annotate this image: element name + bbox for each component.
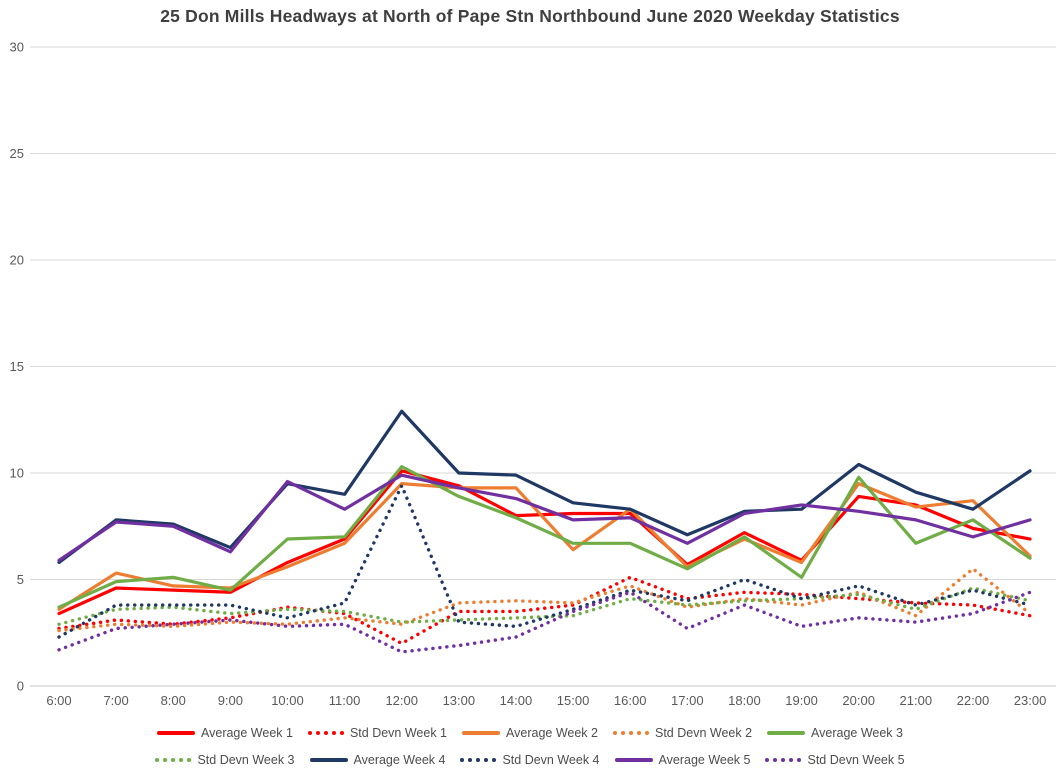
legend-label: Average Week 2 bbox=[506, 725, 598, 740]
solid-line-swatch-average-week-5 bbox=[614, 757, 653, 762]
legend-item-average-week-5: Average Week 5 bbox=[614, 752, 751, 767]
x-axis-tick-15:00: 15:00 bbox=[557, 693, 590, 708]
series-line-std-devn-week-1 bbox=[57, 575, 1032, 646]
y-axis-tick-15: 15 bbox=[10, 359, 24, 374]
x-axis-tick-14:00: 14:00 bbox=[500, 693, 533, 708]
legend-item-std-devn-week-3: Std Devn Week 3 bbox=[155, 752, 295, 767]
legend-label: Average Week 3 bbox=[811, 725, 903, 740]
y-axis-tick-30: 30 bbox=[10, 40, 24, 55]
x-axis-tick-23:00: 23:00 bbox=[1014, 693, 1047, 708]
series-line-std-devn-week-3 bbox=[57, 586, 1032, 626]
legend-item-std-devn-week-2: Std Devn Week 2 bbox=[612, 725, 753, 740]
y-axis-tick-20: 20 bbox=[10, 253, 24, 268]
x-axis-tick-22:00: 22:00 bbox=[957, 693, 990, 708]
dotted-line-swatch-std-devn-week-5 bbox=[765, 757, 802, 762]
series-line-average-week-5 bbox=[57, 473, 1032, 562]
legend-label: Std Devn Week 4 bbox=[502, 752, 600, 767]
legend-item-std-devn-week-4: Std Devn Week 4 bbox=[460, 752, 600, 767]
x-axis-tick-21:00: 21:00 bbox=[900, 693, 933, 708]
dotted-line-swatch-std-devn-week-1 bbox=[307, 730, 344, 735]
x-axis-tick-12:00: 12:00 bbox=[385, 693, 418, 708]
legend-label: Std Devn Week 3 bbox=[197, 752, 295, 767]
x-axis-tick-13:00: 13:00 bbox=[443, 693, 476, 708]
x-axis-tick-7:00: 7:00 bbox=[103, 693, 128, 708]
chart-title: 25 Don Mills Headways at North of Pape S… bbox=[160, 6, 900, 26]
y-axis-tick-25: 25 bbox=[10, 146, 24, 161]
legend-label: Average Week 1 bbox=[201, 725, 293, 740]
series-line-std-devn-week-2 bbox=[57, 567, 1032, 633]
legend-row-1: Average Week 1 Std Devn Week 1 Average Wee… bbox=[157, 719, 903, 746]
legend-item-std-devn-week-5: Std Devn Week 5 bbox=[765, 752, 905, 767]
dotted-line-swatch-std-devn-week-3 bbox=[155, 757, 192, 762]
legend-item-std-devn-week-1: Std Devn Week 1 bbox=[307, 725, 448, 740]
x-axis-tick-19:00: 19:00 bbox=[785, 693, 818, 708]
x-axis-tick-16:00: 16:00 bbox=[614, 693, 647, 708]
series-line-average-week-1 bbox=[57, 469, 1032, 616]
dotted-line-swatch-std-devn-week-4 bbox=[460, 757, 497, 762]
legend-label: Std Devn Week 2 bbox=[654, 725, 753, 740]
legend-row-2: Std Devn Week 3 Average Week 4 Std Devn We… bbox=[155, 746, 905, 773]
legend-label: Std Devn Week 1 bbox=[349, 725, 448, 740]
headways-line-chart: 0 5 10 15 20 25 30 6:00 7:00 8:00 9:00 10:00 11:00 12… bbox=[10, 40, 1056, 708]
x-axis-tick-17:00: 17:00 bbox=[671, 693, 704, 708]
x-axis-tick-11:00: 11:00 bbox=[329, 693, 361, 708]
series-line-std-devn-week-4 bbox=[57, 484, 1032, 639]
legend-label: Average Week 4 bbox=[353, 752, 446, 767]
y-axis-tick-5: 5 bbox=[17, 572, 24, 587]
legend-label: Std Devn Week 5 bbox=[807, 752, 905, 767]
legend-item-average-week-1: Average Week 1 bbox=[157, 726, 293, 740]
x-axis-tick-9:00: 9:00 bbox=[218, 693, 243, 708]
y-axis-tick-0: 0 bbox=[17, 679, 24, 694]
solid-line-swatch-average-week-2 bbox=[462, 730, 501, 735]
series-line-average-week-3 bbox=[57, 465, 1032, 609]
x-axis-tick-8:00: 8:00 bbox=[161, 693, 186, 708]
solid-line-swatch-average-week-4 bbox=[309, 757, 348, 762]
x-axis-tick-10:00: 10:00 bbox=[271, 693, 304, 708]
legend-item-average-week-4: Average Week 4 bbox=[309, 752, 446, 767]
solid-line-swatch-average-week-3 bbox=[767, 730, 806, 735]
x-axis-tick-18:00: 18:00 bbox=[728, 693, 761, 708]
solid-line-swatch-average-week-1 bbox=[157, 730, 195, 735]
series-line-average-week-4 bbox=[57, 409, 1032, 565]
dotted-line-swatch-std-devn-week-2 bbox=[612, 730, 649, 735]
y-axis-tick-10: 10 bbox=[10, 466, 24, 481]
x-axis-tick-6:00: 6:00 bbox=[46, 693, 71, 708]
legend-item-average-week-2: Average Week 2 bbox=[462, 726, 598, 740]
x-axis-tick-20:00: 20:00 bbox=[842, 693, 875, 708]
legend-item-average-week-3: Average Week 3 bbox=[767, 726, 903, 740]
legend-label: Average Week 5 bbox=[658, 752, 751, 767]
chart-legend: Average Week 1 Std Devn Week 1 Average Wee… bbox=[0, 719, 1060, 773]
